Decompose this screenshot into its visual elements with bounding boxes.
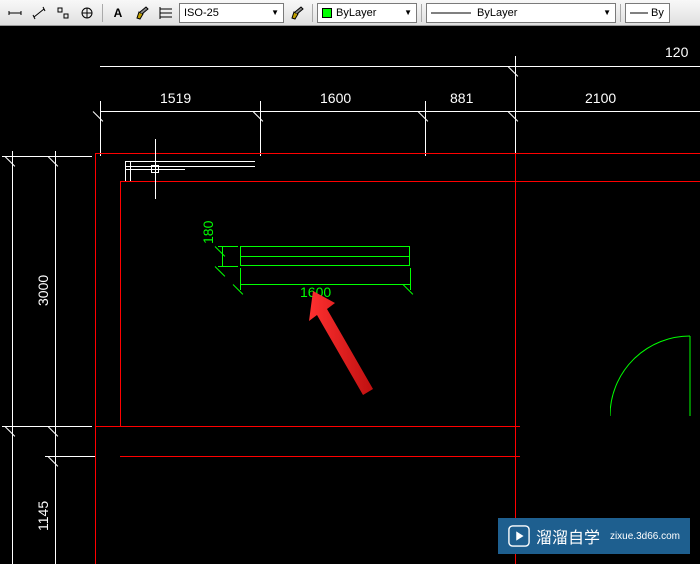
separator bbox=[421, 4, 422, 22]
ext-line bbox=[515, 56, 516, 156]
detail-line bbox=[125, 166, 255, 167]
detail-line bbox=[125, 161, 255, 162]
detail-line bbox=[130, 161, 131, 181]
wall-line bbox=[120, 181, 121, 426]
aligned-dim-icon[interactable] bbox=[28, 3, 50, 23]
linear-dim-icon[interactable] bbox=[4, 3, 26, 23]
dim-value: 1145 bbox=[35, 501, 51, 531]
dimension-toolbar: A ISO-25 ▼ ByLayer ▼ ByLayer ▼ By bbox=[0, 0, 700, 26]
ext-line bbox=[425, 101, 426, 156]
table-divider bbox=[240, 256, 410, 257]
dim-value: 1600 bbox=[320, 90, 351, 106]
dim-line bbox=[55, 151, 56, 564]
wall-line bbox=[95, 426, 520, 427]
lineweight-value: By bbox=[651, 7, 664, 19]
watermark-text: 溜溜自学 bbox=[536, 524, 600, 548]
linetype-value: ByLayer bbox=[477, 7, 517, 19]
dim-edit-icon[interactable] bbox=[76, 3, 98, 23]
lineweight-dropdown[interactable]: By bbox=[625, 3, 670, 23]
wall-line bbox=[120, 181, 700, 182]
dropdown-arrow-icon: ▼ bbox=[400, 8, 412, 17]
dim-line bbox=[100, 111, 700, 112]
drawing-canvas[interactable]: 1519 1600 881 2100 120 3000 1145 1600 18… bbox=[0, 26, 700, 564]
dropdown-arrow-icon: ▼ bbox=[267, 8, 279, 17]
dim-value: 3000 bbox=[35, 275, 51, 306]
dim-value: 1519 bbox=[160, 90, 191, 106]
dim-tick bbox=[6, 150, 18, 162]
annotation-arrow bbox=[295, 291, 385, 401]
detail-line bbox=[125, 161, 126, 181]
dim-line bbox=[12, 151, 13, 564]
dropdown-arrow-icon: ▼ bbox=[599, 8, 611, 17]
dim-value: 881 bbox=[450, 90, 473, 106]
color-swatch-icon bbox=[322, 8, 332, 18]
watermark: 溜溜自学 zixue.3d66.com bbox=[498, 518, 690, 554]
dim-style-dropdown[interactable]: ISO-25 ▼ bbox=[179, 3, 284, 23]
ordinate-dim-icon[interactable] bbox=[52, 3, 74, 23]
wall-line bbox=[95, 153, 700, 154]
dim-tick bbox=[404, 278, 416, 290]
separator bbox=[312, 4, 313, 22]
dim-tick bbox=[6, 420, 18, 432]
door-arc bbox=[610, 326, 700, 426]
dim-tick bbox=[49, 420, 61, 432]
dim-style-value: ISO-25 bbox=[184, 7, 219, 19]
play-icon bbox=[508, 525, 530, 547]
text-a-icon[interactable]: A bbox=[107, 3, 129, 23]
watermark-url: zixue.3d66.com bbox=[610, 531, 680, 542]
dim-tick bbox=[216, 260, 228, 272]
ext-line bbox=[260, 101, 261, 156]
dim-tick bbox=[49, 150, 61, 162]
separator bbox=[620, 4, 621, 22]
ext-line bbox=[100, 101, 101, 156]
dim-tick bbox=[216, 240, 228, 252]
dim-tick bbox=[49, 450, 61, 462]
separator bbox=[102, 4, 103, 22]
dim-value: 1600 bbox=[300, 284, 331, 300]
layer-color-value: ByLayer bbox=[336, 7, 376, 19]
dim-tick bbox=[234, 278, 246, 290]
cursor-pickbox bbox=[151, 165, 159, 173]
wall-line bbox=[120, 456, 520, 457]
dim-value: 180 bbox=[200, 221, 216, 244]
baseline-dim-icon[interactable] bbox=[155, 3, 177, 23]
dim-update-icon[interactable] bbox=[286, 3, 308, 23]
dim-value: 120 bbox=[665, 44, 688, 60]
dim-value: 2100 bbox=[585, 90, 616, 106]
layer-color-dropdown[interactable]: ByLayer ▼ bbox=[317, 3, 417, 23]
wall-line bbox=[95, 153, 96, 564]
dim-line bbox=[100, 66, 700, 67]
brush-icon[interactable] bbox=[131, 3, 153, 23]
linetype-dropdown[interactable]: ByLayer ▼ bbox=[426, 3, 616, 23]
wall-line bbox=[515, 153, 516, 564]
